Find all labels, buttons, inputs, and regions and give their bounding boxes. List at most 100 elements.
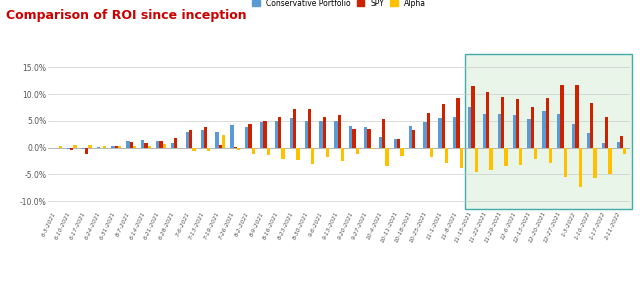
Bar [275, 121, 278, 148]
Bar [216, 132, 219, 148]
Bar [602, 143, 605, 148]
Bar [171, 143, 174, 148]
Legend: Conservative Portfolio, SPY, Alpha: Conservative Portfolio, SPY, Alpha [252, 0, 426, 7]
Bar [408, 126, 412, 148]
Bar [460, 148, 463, 168]
Bar [468, 107, 471, 148]
Bar [192, 148, 196, 151]
Bar [593, 148, 596, 178]
Bar [219, 145, 222, 148]
Bar [587, 133, 590, 148]
Bar [293, 109, 296, 148]
Bar [204, 127, 207, 148]
Bar [620, 136, 623, 148]
Bar [616, 142, 620, 148]
Bar [85, 148, 88, 154]
Bar [545, 98, 549, 148]
Bar [266, 148, 270, 155]
Bar [453, 117, 456, 148]
Bar [186, 132, 189, 148]
Bar [590, 103, 593, 148]
Bar [111, 146, 115, 148]
Bar [579, 148, 582, 187]
Bar [353, 129, 356, 148]
Bar [145, 143, 148, 148]
Bar [501, 97, 504, 148]
Bar [156, 141, 159, 148]
Bar [70, 148, 74, 150]
Text: Comparison of ROI since inception: Comparison of ROI since inception [6, 9, 247, 22]
Bar [397, 139, 400, 148]
Bar [394, 138, 397, 148]
Bar [465, 54, 632, 209]
Bar [207, 148, 211, 151]
Bar [371, 148, 374, 149]
Bar [531, 107, 534, 148]
Bar [74, 146, 77, 148]
Bar [222, 135, 225, 148]
Bar [442, 104, 445, 148]
Bar [430, 148, 433, 157]
Bar [385, 148, 388, 166]
Bar [483, 114, 486, 148]
Bar [260, 122, 263, 148]
Bar [400, 148, 404, 156]
Bar [200, 130, 204, 148]
Bar [334, 121, 337, 148]
Bar [575, 86, 579, 148]
Bar [278, 117, 282, 148]
Bar [129, 142, 133, 148]
Bar [456, 98, 460, 148]
Bar [58, 146, 62, 148]
Bar [337, 115, 341, 148]
Bar [356, 148, 359, 154]
Bar [513, 115, 516, 148]
Bar [319, 121, 323, 148]
Bar [623, 148, 627, 154]
Bar [326, 148, 329, 157]
Bar [174, 138, 177, 148]
Bar [474, 148, 478, 172]
Bar [323, 117, 326, 148]
Bar [486, 92, 490, 148]
Bar [367, 129, 371, 148]
Bar [490, 148, 493, 170]
Bar [542, 111, 545, 148]
Bar [103, 146, 106, 148]
Bar [516, 99, 519, 148]
Bar [308, 109, 311, 148]
Bar [504, 148, 508, 167]
Bar [88, 146, 92, 148]
Bar [564, 148, 567, 177]
Bar [572, 124, 575, 148]
Bar [82, 148, 85, 149]
Bar [519, 148, 522, 165]
Bar [427, 113, 430, 148]
Bar [605, 117, 608, 148]
Bar [349, 126, 353, 148]
Bar [341, 148, 344, 161]
Bar [561, 85, 564, 148]
Bar [424, 122, 427, 148]
Bar [252, 148, 255, 154]
Bar [133, 146, 136, 148]
Bar [237, 148, 240, 150]
Bar [230, 125, 234, 148]
Bar [438, 118, 442, 148]
Bar [141, 140, 145, 148]
Bar [97, 147, 100, 148]
Bar [245, 127, 248, 148]
Bar [148, 146, 151, 148]
Bar [118, 146, 121, 148]
Bar [527, 119, 531, 148]
Bar [608, 148, 612, 174]
Bar [534, 148, 537, 159]
Bar [382, 119, 385, 148]
Bar [305, 121, 308, 148]
Bar [379, 137, 382, 148]
Bar [248, 123, 252, 148]
Bar [189, 130, 192, 148]
Bar [364, 127, 367, 148]
Bar [311, 148, 314, 164]
Bar [549, 148, 552, 163]
